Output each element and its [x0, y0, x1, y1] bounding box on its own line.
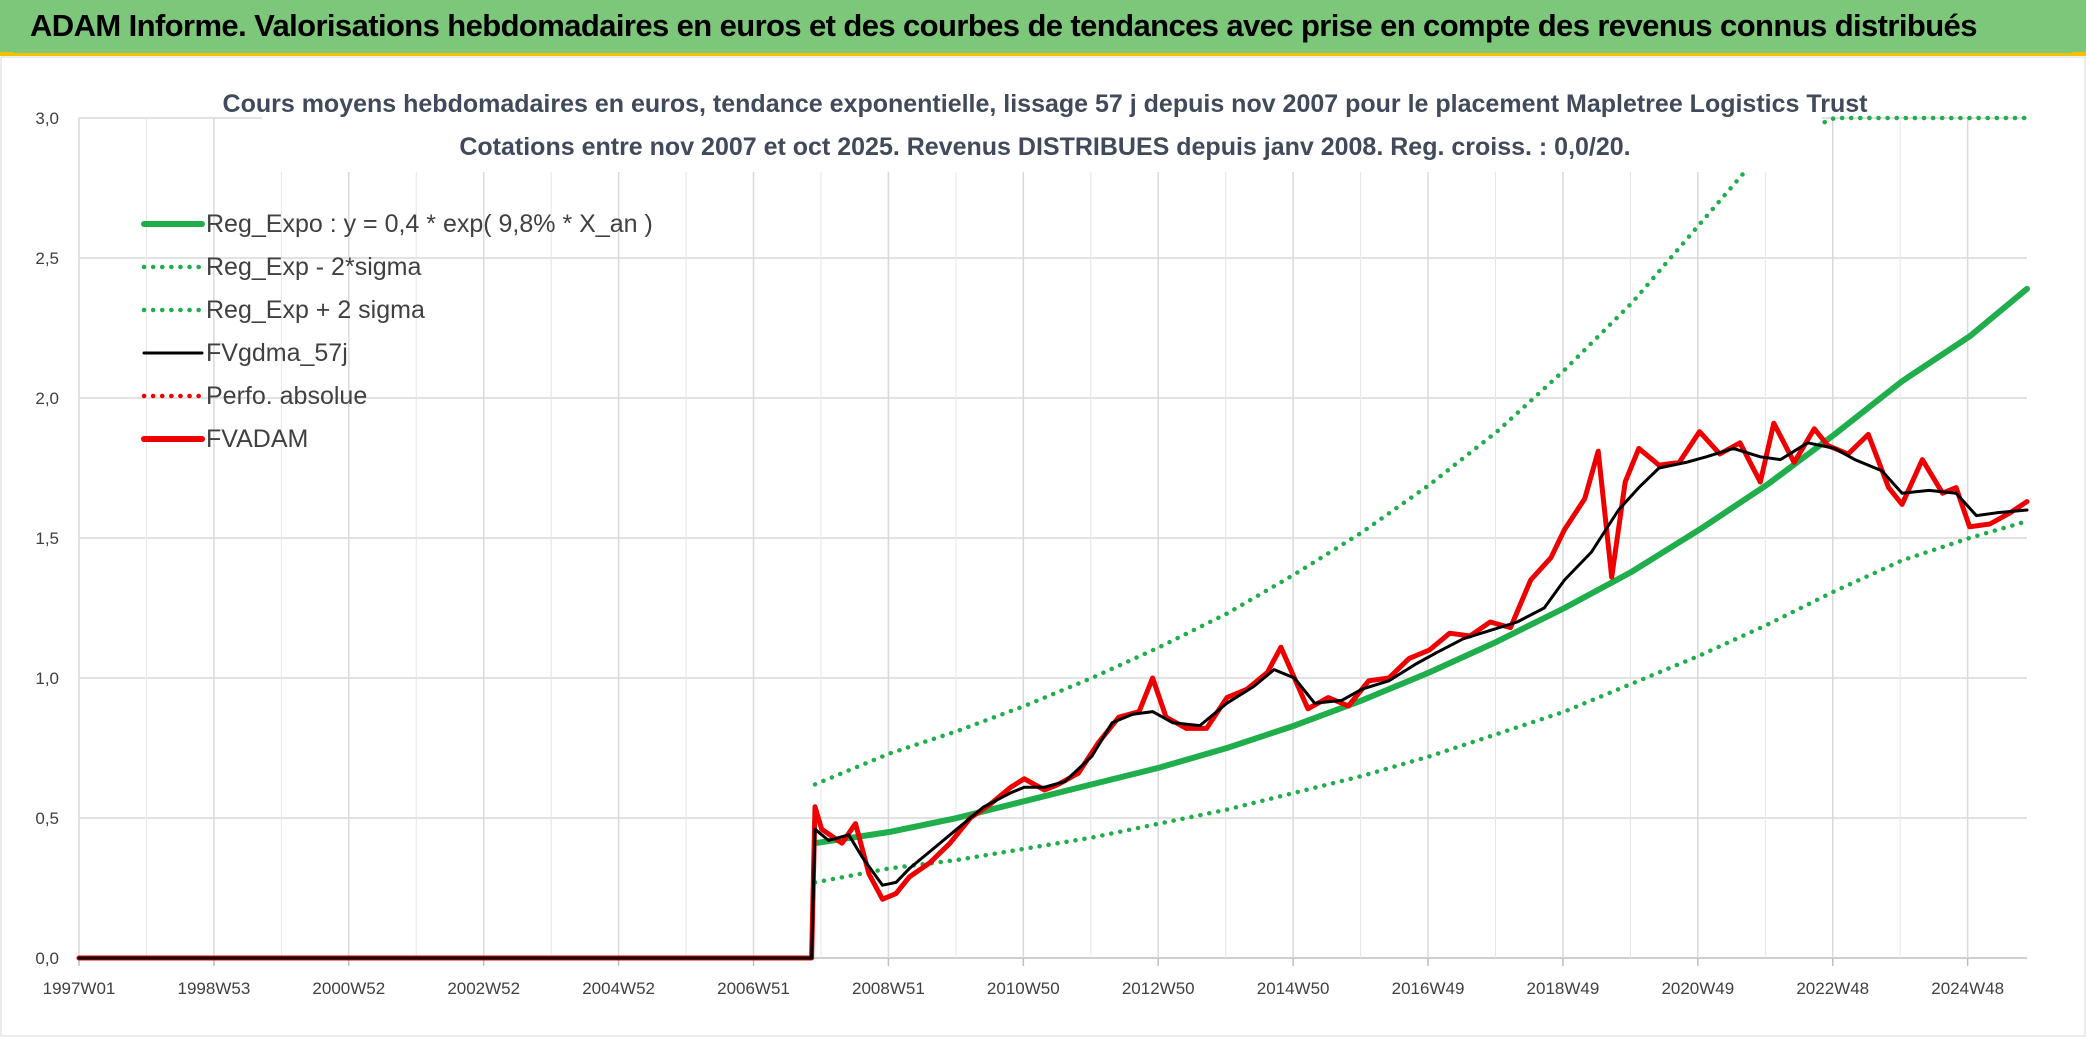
- chart-subtitle: Cotations entre nov 2007 et oct 2025. Re…: [459, 133, 1630, 161]
- y-axis-ticks: 0,0 0,5 1,0 1,5 2,0 2,5 3,0: [35, 109, 59, 968]
- corner-accent-right: [2072, 52, 2086, 57]
- x-tick-label: 2000W52: [312, 979, 385, 998]
- legend: Reg_Expo : y = 0,4 * exp( 9,8% * X_an ) R…: [141, 210, 653, 453]
- legend-label: Perfo. absolue: [206, 382, 367, 410]
- y-tick-label: 1,5: [35, 529, 59, 548]
- y-tick-label: 2,0: [35, 389, 59, 408]
- y-tick-label: 1,0: [35, 669, 59, 688]
- corner-accent-left: [0, 52, 14, 57]
- legend-label: Reg_Exp + 2 sigma: [206, 296, 425, 324]
- y-tick-label: 0,5: [35, 809, 59, 828]
- title-backdrop: [262, 84, 1822, 172]
- x-tick-label: 2002W52: [447, 979, 520, 998]
- x-tick-label: 2014W50: [1257, 979, 1330, 998]
- x-tick-label: 1997W01: [43, 979, 116, 998]
- y-tick-label: 0,0: [35, 949, 59, 968]
- x-tick-label: 2010W50: [987, 979, 1060, 998]
- series-line-fvgdma-57j: [77, 441, 2029, 960]
- legend-label: FVADAM: [206, 425, 308, 453]
- x-tick-label: 2012W50: [1122, 979, 1195, 998]
- x-tick-label: 2006W51: [717, 979, 790, 998]
- y-tick-label: 2,5: [35, 249, 59, 268]
- chart-area: 0,0 0,5 1,0 1,5 2,0 2,5 3,0 1997W01 1998W53 2000…: [0, 56, 2086, 1037]
- plot-series: [76, 115, 2030, 961]
- x-tick-label: 2020W49: [1661, 979, 1734, 998]
- series-line-reg-exp-2-sigma: [812, 518, 2030, 885]
- x-tick-label: 2004W52: [582, 979, 655, 998]
- chart-frame: [0, 56, 2086, 1037]
- x-tick-label: 2022W48: [1796, 979, 1869, 998]
- x-tick-label: 2008W51: [852, 979, 925, 998]
- series-line-reg-exp-2-sigma: [812, 115, 2030, 787]
- y-tick-label: 3,0: [35, 109, 59, 128]
- series-line-reg-expo-y-0-4-exp-9-8-x-an: [812, 285, 2030, 847]
- report-banner: ADAM Informe. Valorisations hebdomadaire…: [0, 0, 2086, 56]
- legend-label: Reg_Exp - 2*sigma: [206, 253, 421, 281]
- legend-label: Reg_Expo : y = 0,4 * exp( 9,8% * X_an ): [206, 210, 653, 238]
- chart-svg: 0,0 0,5 1,0 1,5 2,0 2,5 3,0 1997W01 1998W53 2000…: [0, 56, 2086, 1037]
- report-title: ADAM Informe. Valorisations hebdomadaire…: [30, 8, 1977, 43]
- x-tick-label: 2024W48: [1931, 979, 2004, 998]
- x-tick-label: 2016W49: [1392, 979, 1465, 998]
- legend-label: FVgdma_57j: [206, 339, 348, 367]
- x-axis-ticks: 1997W01 1998W53 2000W52 2002W52 2004W52 2006W…: [43, 979, 2004, 998]
- series-line-fvadam: [76, 420, 2030, 961]
- chart-title: Cours moyens hebdomadaires en euros, ten…: [223, 90, 1869, 118]
- x-tick-label: 1998W53: [178, 979, 251, 998]
- x-tick-label: 2018W49: [1527, 979, 1600, 998]
